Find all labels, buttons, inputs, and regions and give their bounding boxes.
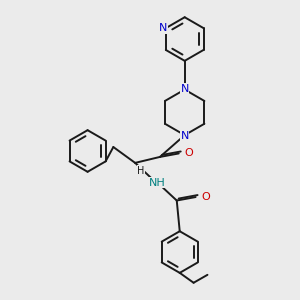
Text: N: N xyxy=(181,84,189,94)
Text: NH: NH xyxy=(148,178,165,188)
Text: O: O xyxy=(201,192,210,202)
Text: H: H xyxy=(137,166,145,176)
Text: N: N xyxy=(159,23,167,33)
Text: O: O xyxy=(184,148,193,158)
Text: N: N xyxy=(181,131,189,141)
